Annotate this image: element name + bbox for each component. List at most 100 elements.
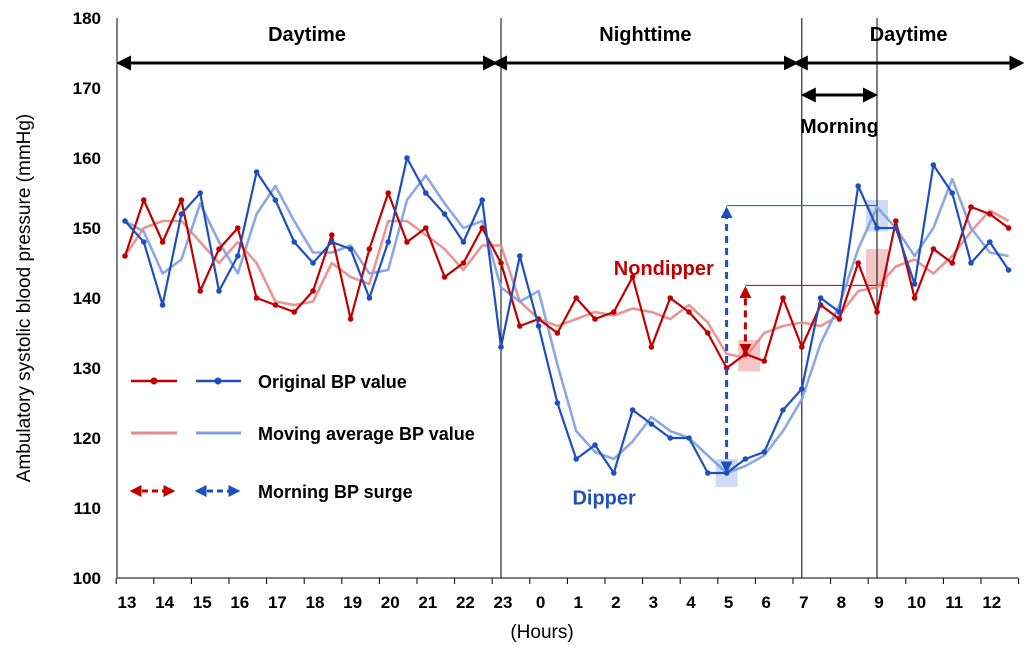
nondipper-original-point bbox=[780, 295, 786, 301]
x-tick-label: 0 bbox=[536, 593, 545, 612]
dipper-original-point bbox=[216, 288, 222, 294]
legend-marker-original-dipper bbox=[214, 377, 222, 385]
dipper-original-point bbox=[385, 239, 392, 245]
dipper-original-line bbox=[124, 156, 1010, 475]
y-tick-label: 120 bbox=[73, 429, 101, 448]
nondipper-original-point bbox=[498, 260, 504, 266]
nondipper-original-point bbox=[629, 274, 636, 280]
nondipper-original-point bbox=[235, 225, 241, 231]
nondipper-original-point bbox=[423, 225, 429, 231]
morning-label: Morning bbox=[800, 116, 879, 138]
dipper-original-point bbox=[159, 302, 166, 308]
x-tick-label: 21 bbox=[418, 593, 437, 612]
dipper-original-point bbox=[949, 190, 955, 196]
period-dividers bbox=[500, 18, 878, 578]
dipper-original-point bbox=[855, 183, 861, 189]
annotations: Nondipper Dipper bbox=[572, 258, 714, 510]
reference-lines bbox=[726, 205, 885, 286]
x-tick-label: 10 bbox=[907, 593, 926, 612]
nondipper-original-point bbox=[272, 302, 279, 308]
dipper-original-point bbox=[780, 407, 786, 413]
nondipper-original-point bbox=[1005, 225, 1012, 231]
dipper-original-point bbox=[460, 239, 467, 245]
dipper-original-point bbox=[498, 344, 504, 350]
x-tick-label: 9 bbox=[874, 593, 883, 612]
nondipper-original-point bbox=[178, 197, 185, 203]
y-tick-label: 170 bbox=[73, 79, 101, 98]
dipper-original-point bbox=[479, 197, 486, 203]
x-tick-label: 15 bbox=[193, 593, 212, 612]
dipper-original-point bbox=[686, 435, 692, 441]
nondipper-original-point bbox=[949, 260, 955, 266]
dipper-original-point bbox=[1005, 267, 1012, 273]
dipper-original-point bbox=[968, 260, 974, 266]
nondipper-original-point bbox=[347, 316, 354, 322]
dipper-original-point bbox=[423, 190, 429, 196]
dipper-original-point bbox=[404, 155, 410, 161]
dipper-original-point bbox=[366, 295, 373, 301]
dipper-original-point bbox=[178, 211, 185, 217]
nondipper-original-point bbox=[611, 309, 617, 315]
period-label: Nighttime bbox=[599, 24, 691, 46]
nondipper-original-point bbox=[366, 246, 373, 252]
dipper-original-point bbox=[930, 162, 937, 168]
nondipper-original-point bbox=[987, 211, 993, 217]
x-tick-label: 13 bbox=[118, 593, 137, 612]
legend-label: Original BP value bbox=[258, 372, 407, 392]
nondipper-original-point bbox=[554, 330, 561, 336]
nondipper-original-point bbox=[592, 316, 598, 322]
dipper-original-point bbox=[799, 386, 805, 392]
nondipper-original-point bbox=[141, 197, 147, 203]
nondipper-original-point bbox=[836, 316, 843, 322]
x-tick-label: 1 bbox=[573, 593, 582, 612]
x-tick-label: 5 bbox=[724, 593, 733, 612]
x-tick-label: 22 bbox=[456, 593, 475, 612]
dipper-original-point bbox=[592, 442, 598, 448]
dipper-original-point bbox=[761, 449, 767, 455]
x-axis-label: (Hours) bbox=[510, 622, 573, 643]
x-tick-label: 14 bbox=[155, 593, 174, 612]
y-tick-label: 180 bbox=[73, 9, 101, 28]
dipper-original-point bbox=[893, 225, 899, 231]
nondipper-original-point bbox=[404, 239, 410, 245]
period-arrows: Daytime Nighttime Daytime Morning bbox=[116, 24, 1025, 138]
nondipper-original-point bbox=[705, 330, 711, 336]
dipper-original-point bbox=[197, 190, 203, 196]
x-tick-label: 20 bbox=[381, 593, 400, 612]
dipper-original-point bbox=[911, 281, 918, 287]
dipper-original-point bbox=[836, 309, 843, 315]
x-tick-label: 19 bbox=[343, 593, 362, 612]
dipper-original-point bbox=[648, 421, 655, 427]
dipper-original-point bbox=[817, 295, 824, 301]
x-tick-label: 12 bbox=[982, 593, 1001, 612]
legend: Original BP value Moving average BP value… bbox=[129, 372, 475, 502]
dipper-original-point bbox=[987, 239, 993, 245]
dipper-original-point bbox=[122, 218, 128, 224]
nondipper-original-point bbox=[385, 190, 392, 196]
x-tick-label: 16 bbox=[230, 593, 249, 612]
x-tick-label: 17 bbox=[268, 593, 287, 612]
nondipper-original-point bbox=[686, 309, 692, 315]
nondipper-original-point bbox=[517, 323, 523, 329]
nondipper-original-point bbox=[874, 309, 880, 315]
nondipper-original-point bbox=[441, 274, 448, 280]
x-tick-label: 18 bbox=[306, 593, 325, 612]
dipper-original-point bbox=[141, 239, 147, 245]
dipper-original-point bbox=[705, 470, 711, 476]
nondipper-original-point bbox=[799, 344, 805, 350]
series-lines bbox=[122, 155, 1012, 476]
x-tick-label: 4 bbox=[686, 593, 696, 612]
dipper-original-point bbox=[535, 323, 542, 329]
y-tick-label: 140 bbox=[73, 289, 101, 308]
y-axis-label: Ambulatory systolic blood pressure (mmHg… bbox=[14, 114, 35, 483]
nondipper-original-point bbox=[197, 288, 203, 294]
nondipper-original-point bbox=[648, 344, 655, 350]
nondipper-original-point bbox=[253, 295, 260, 301]
dipper-original-point bbox=[517, 253, 523, 259]
y-tick-label: 130 bbox=[73, 359, 101, 378]
dipper-original-point bbox=[310, 260, 316, 266]
nondipper-original-point bbox=[122, 253, 128, 259]
dipper-original-point bbox=[291, 239, 298, 245]
nondipper-original-point bbox=[968, 204, 974, 210]
